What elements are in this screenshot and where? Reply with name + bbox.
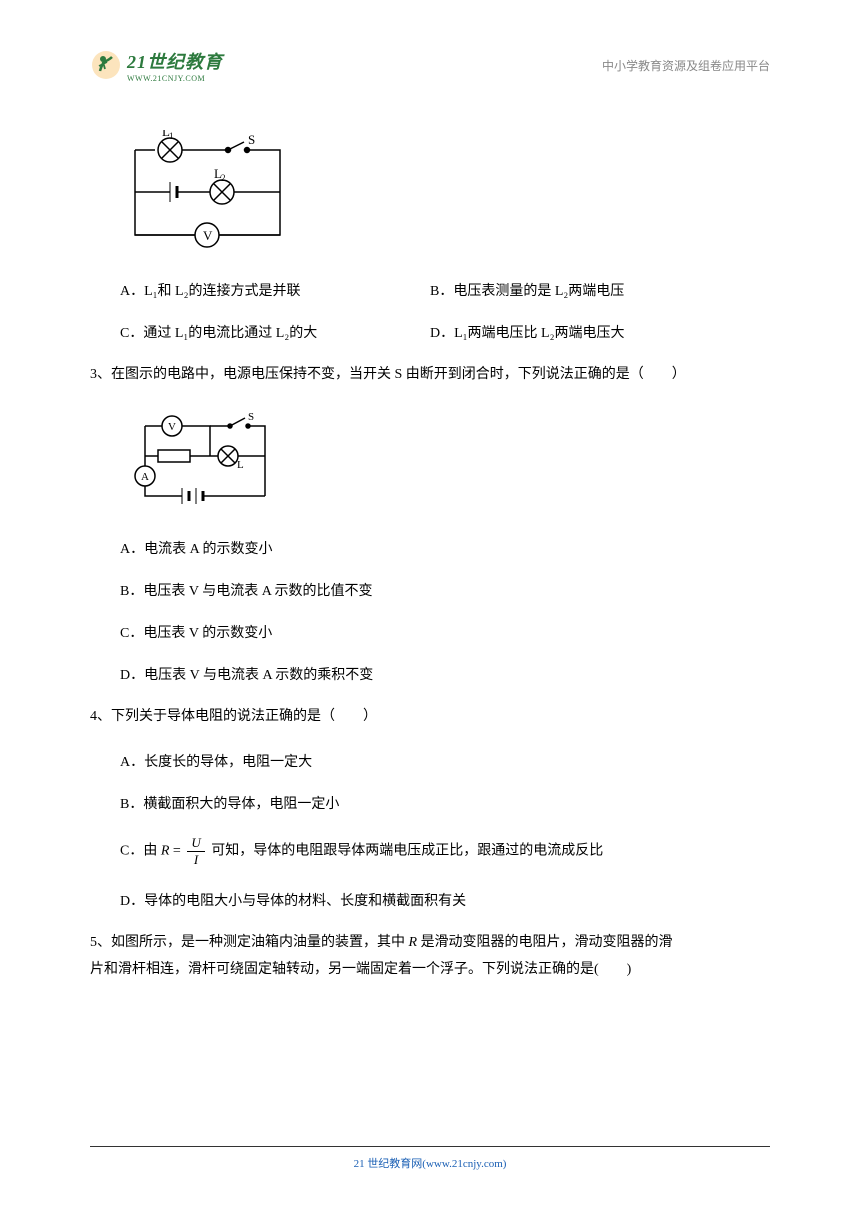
header-right-text: 中小学教育资源及组卷应用平台 (602, 57, 770, 74)
q4c-U: U (187, 835, 204, 852)
q3-option-d: D．电压表 V 与电流表 A 示数的乘积不变 (120, 664, 770, 684)
q4c-eq: = (173, 844, 184, 859)
circuit-diagram-2: V A S L (120, 408, 770, 523)
logo-text: 21世纪教育 WWW.21CNJY.COM (127, 48, 223, 83)
page-header: 21世纪教育 WWW.21CNJY.COM 中小学教育资源及组卷应用平台 (90, 40, 770, 90)
svg-text:A: A (141, 471, 149, 483)
q4-text: 4、下列关于导体电阻的说法正确的是（ ） (90, 706, 770, 728)
q2-option-b: B．电压表测量的是 L₂两端电压 (430, 280, 770, 300)
q4-option-b: B．横截面积大的导体，电阻一定小 (120, 793, 770, 813)
page-footer: 21 世纪教育网(www.21cnjy.com) (90, 1146, 770, 1171)
logo-icon (90, 49, 122, 81)
q5-R: R (409, 935, 418, 950)
q2-options-row2: C．通过 L₁的电流比通过 L₂的大 D．L₁两端电压比 L₂两端电压大 (120, 322, 770, 342)
svg-text:S: S (248, 411, 254, 423)
q4-option-a: A．长度长的导体，电阻一定大 (120, 751, 770, 771)
q5-line2: 片和滑杆相连，滑杆可绕固定轴转动，另一端固定着一个浮子。下列说法正确的是( ) (90, 959, 770, 981)
q3-option-a: A．电流表 A 的示数变小 (120, 538, 770, 558)
logo-main-text: 21世纪教育 (127, 48, 223, 74)
svg-text:V: V (203, 228, 213, 243)
circuit-diagram-1: L 1 S L 2 V (120, 130, 770, 265)
q5-text1: 5、如图所示，是一种测定油箱内油量的装置，其中 (90, 935, 409, 950)
svg-text:S: S (248, 132, 255, 147)
q3-option-c: C．电压表 V 的示数变小 (120, 622, 770, 642)
svg-text:L: L (237, 459, 244, 471)
svg-text:1: 1 (169, 131, 174, 141)
logo-sub-text: WWW.21CNJY.COM (127, 74, 223, 83)
logo: 21世纪教育 WWW.21CNJY.COM (90, 48, 223, 83)
q2-option-d: D．L₁两端电压比 L₂两端电压大 (430, 322, 770, 342)
q4c-I: I (187, 852, 204, 868)
q2-option-c: C．通过 L₁的电流比通过 L₂的大 (120, 322, 430, 342)
svg-text:V: V (168, 421, 176, 433)
q3-option-b: B．电压表 V 与电流表 A 示数的比值不变 (120, 580, 770, 600)
q3-text: 3、在图示的电路中，电源电压保持不变，当开关 S 由断开到闭合时，下列说法正确的… (90, 364, 770, 386)
q4-option-d: D．导体的电阻大小与导体的材料、长度和横截面积有关 (120, 890, 770, 910)
q5-text1c: 是滑动变阻器的电阻片，滑动变阻器的滑 (417, 935, 673, 950)
q4-option-c: C．由 R = U I 可知，导体的电阻跟导体两端电压成正比，跟通过的电流成反比 (120, 835, 770, 868)
q4c-fraction: U I (187, 835, 204, 868)
q5-line1: 5、如图所示，是一种测定油箱内油量的装置，其中 R 是滑动变阻器的电阻片，滑动变… (90, 932, 770, 954)
q4c-prefix: C．由 (120, 844, 161, 859)
svg-text:2: 2 (221, 173, 226, 183)
q2-options-row1: A．L₁和 L₂的连接方式是并联 B．电压表测量的是 L₂两端电压 (120, 280, 770, 300)
footer-text: 21 世纪教育网(www.21cnjy.com) (354, 1158, 507, 1170)
q2-option-a: A．L₁和 L₂的连接方式是并联 (120, 280, 430, 300)
q4c-R: R (161, 844, 170, 859)
q4c-suffix: 可知，导体的电阻跟导体两端电压成正比，跟通过的电流成反比 (211, 844, 603, 859)
